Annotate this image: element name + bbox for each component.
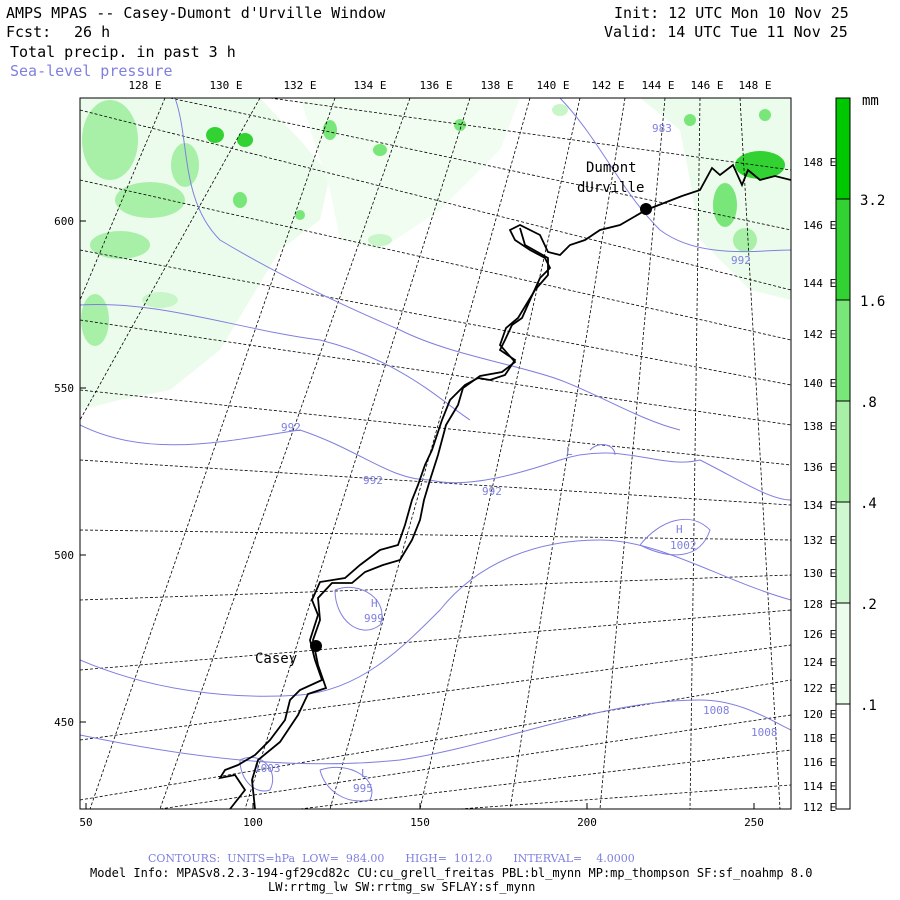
station-label: Dumont — [586, 160, 637, 176]
y-tick-label: 500 — [54, 549, 74, 562]
longitude-label: 140 E — [803, 377, 836, 390]
colorbar-swatch — [836, 603, 850, 704]
station-label: dUrville — [577, 180, 644, 196]
longitude-label: 142 E — [591, 79, 624, 92]
longitude-labels-right: 148 E 146 E 144 E 142 E 140 E 138 E 136 … — [803, 156, 836, 814]
slp-contour-labels: 983 992 992 992 992 H 1002 H 999 1008 10… — [254, 122, 778, 795]
longitude-label: 140 E — [536, 79, 569, 92]
longitude-label: 112 E — [803, 801, 836, 814]
colorbar-label: 3.2 — [860, 193, 885, 209]
longitude-label: 144 E — [641, 79, 674, 92]
colorbar-swatch — [836, 502, 850, 603]
model-info: Model Info: MPASv8.2.3-194-gf29cd82c CU:… — [90, 866, 813, 880]
y-tick-label: 550 — [54, 382, 74, 395]
y-tick-label: 450 — [54, 716, 74, 729]
colorbar-label: 1.6 — [860, 294, 885, 310]
longitude-label: 148 E — [738, 79, 771, 92]
coastline — [218, 163, 791, 809]
x-tick-label: 50 — [79, 816, 92, 829]
longitude-label: 134 E — [353, 79, 386, 92]
valid-time: Valid: 14 UTC Tue 11 Nov 25 — [604, 23, 848, 41]
contour-label: 1003 — [254, 762, 281, 775]
precip-shading — [80, 98, 791, 410]
colorbar-unit: mm — [862, 93, 879, 109]
x-tick-label: 150 — [410, 816, 430, 829]
contour-label: 995 — [353, 782, 373, 795]
contour-label: 999 — [364, 612, 384, 625]
forecast-label: Fcst: — [6, 23, 52, 41]
forecast-hour: 26 h — [74, 23, 111, 41]
model-info-physics: LW:rrtmg_lw SW:rrtmg_sw SFLAY:sf_mynn — [268, 880, 536, 894]
contour-label: 1008 — [751, 726, 778, 739]
contour-label: 992 — [281, 421, 301, 434]
contour-info: CONTOURS: UNITS=hPa LOW= 984.00 HIGH= 10… — [148, 852, 635, 865]
x-tick-label: 200 — [577, 816, 597, 829]
longitude-label: 144 E — [803, 277, 836, 290]
contour-label: 983 — [652, 122, 672, 135]
colorbar-label: .4 — [860, 496, 877, 512]
plot-frame — [79, 97, 792, 810]
station-casey: Casey — [255, 640, 322, 667]
colorbar-swatch — [836, 98, 850, 199]
colorbar-label: .1 — [860, 698, 877, 714]
longitude-label: 138 E — [480, 79, 513, 92]
contour-label: 1008 — [703, 704, 730, 717]
longitude-label: 148 E — [803, 156, 836, 169]
contour-label: H — [676, 523, 683, 536]
coastline-inner — [251, 227, 549, 809]
contour-label: L — [361, 767, 368, 780]
longitude-label: 116 E — [803, 756, 836, 769]
longitude-label: 122 E — [803, 682, 836, 695]
longitude-labels-top: 128 E 130 E 132 E 134 E 136 E 138 E 140 … — [128, 79, 771, 92]
colorbar-swatch — [836, 300, 850, 401]
longitude-label: 146 E — [803, 219, 836, 232]
longitude-label: 118 E — [803, 732, 836, 745]
longitude-label: 142 E — [803, 328, 836, 341]
contour-label: 992 — [731, 254, 751, 267]
contour-label: L — [566, 445, 573, 458]
x-tick-label: 100 — [243, 816, 263, 829]
longitude-label: 130 E — [209, 79, 242, 92]
contour-label: 1002 — [670, 539, 697, 552]
colorbar-swatch — [836, 704, 850, 809]
longitude-label: 128 E — [128, 79, 161, 92]
colorbar-label: .8 — [860, 395, 877, 411]
longitude-label: 134 E — [803, 499, 836, 512]
overlay-name: Sea-level pressure — [10, 62, 173, 80]
longitude-label: 132 E — [283, 79, 316, 92]
init-time: Init: 12 UTC Mon 10 Nov 25 — [614, 4, 849, 22]
colorbar: mm 3.2 1.6 .8 .4 .2 .1 — [835, 93, 885, 810]
contour-label: 992 — [363, 474, 383, 487]
longitude-label: 138 E — [803, 420, 836, 433]
longitude-label: 124 E — [803, 656, 836, 669]
colorbar-swatch — [836, 401, 850, 502]
y-axis: 450 500 550 600 — [54, 215, 86, 729]
y-tick-label: 600 — [54, 215, 74, 228]
colorbar-swatch — [836, 199, 850, 300]
longitude-label: 114 E — [803, 780, 836, 793]
slp-contours — [80, 98, 791, 802]
x-axis: 50 100 150 200 250 — [79, 803, 764, 829]
longitude-label: 130 E — [803, 567, 836, 580]
longitude-label: 128 E — [803, 598, 836, 611]
longitude-label: 136 E — [419, 79, 452, 92]
longitude-label: 120 E — [803, 708, 836, 721]
map-plot-area: 983 992 992 992 992 H 1002 H 999 1008 10… — [80, 98, 791, 809]
longitude-label: 132 E — [803, 534, 836, 547]
graticule — [80, 98, 791, 809]
contour-label: 992 — [482, 485, 502, 498]
longitude-label: 126 E — [803, 628, 836, 641]
contour-label: H — [371, 597, 378, 610]
longitude-label: 136 E — [803, 461, 836, 474]
map-title: AMPS MPAS -- Casey-Dumont d'Urville Wind… — [6, 4, 386, 22]
colorbar-label: .2 — [860, 597, 877, 613]
station-dumont-durville: Dumont dUrville — [577, 160, 652, 215]
variable-name: Total precip. in past 3 h — [10, 43, 236, 61]
x-tick-label: 250 — [744, 816, 764, 829]
longitude-label: 146 E — [690, 79, 723, 92]
station-label: Casey — [255, 651, 297, 667]
